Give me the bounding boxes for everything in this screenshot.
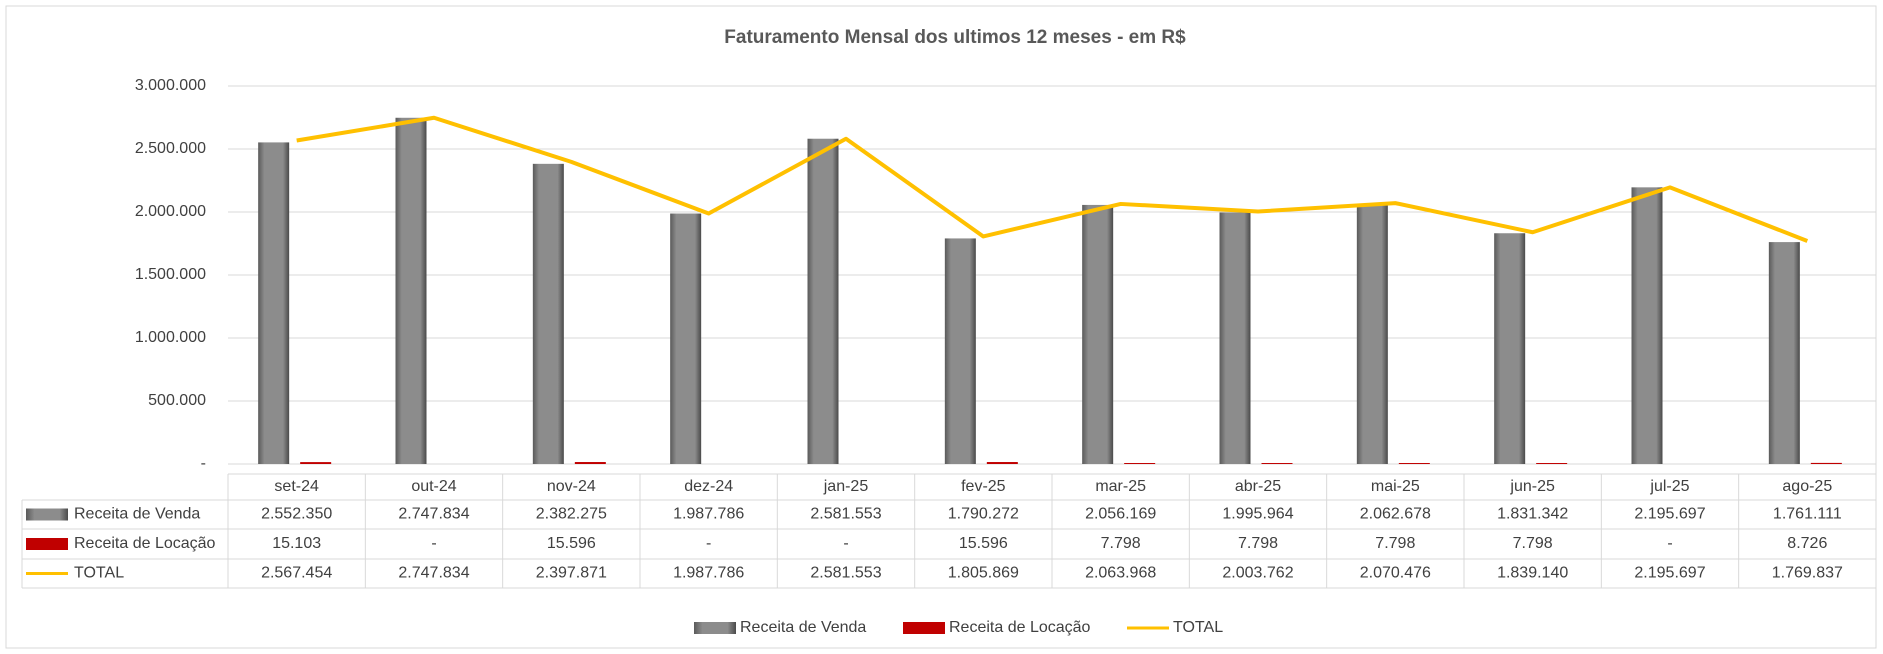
line bbox=[296, 115, 1809, 243]
table-cell: 2.062.678 bbox=[1360, 506, 1431, 523]
x-tick-label: jul-25 bbox=[1649, 478, 1689, 495]
legend-key bbox=[903, 622, 945, 634]
table-cell: 7.798 bbox=[1513, 535, 1553, 552]
legend-label: Receita de Locação bbox=[949, 619, 1091, 636]
bar bbox=[258, 142, 290, 464]
bar bbox=[670, 213, 702, 464]
table-legend-key bbox=[26, 538, 68, 550]
bar bbox=[1356, 204, 1388, 464]
y-tick-label: 2.000.000 bbox=[135, 203, 206, 220]
bar bbox=[532, 163, 564, 464]
table-cell: 1.839.140 bbox=[1497, 565, 1568, 582]
table-cell: 7.798 bbox=[1238, 535, 1278, 552]
table-cell: 1.987.786 bbox=[673, 506, 744, 523]
x-tick-label: mai-25 bbox=[1371, 478, 1420, 495]
bar bbox=[1810, 462, 1842, 464]
y-tick-label: 1.000.000 bbox=[135, 329, 206, 346]
table-cell: 2.003.762 bbox=[1222, 565, 1293, 582]
table-cell: 1.790.272 bbox=[948, 506, 1019, 523]
table-cell: 1.995.964 bbox=[1222, 506, 1293, 523]
bar bbox=[944, 238, 976, 464]
y-tick-label: 3.000.000 bbox=[135, 77, 206, 94]
y-tick-label: 2.500.000 bbox=[135, 140, 206, 157]
bar bbox=[1261, 463, 1293, 464]
table-cell: 1.761.111 bbox=[1773, 506, 1842, 523]
table-cell: 2.567.454 bbox=[261, 565, 332, 582]
table-cell: 1.805.869 bbox=[948, 565, 1019, 582]
table-cell: 2.056.169 bbox=[1085, 506, 1156, 523]
table-cell: 15.103 bbox=[272, 535, 321, 552]
table-cell: 2.747.834 bbox=[398, 506, 469, 523]
table-row-label: Receita de Locação bbox=[74, 535, 216, 552]
table-cell: - bbox=[1667, 535, 1672, 552]
bar bbox=[1494, 233, 1526, 464]
bar bbox=[1219, 212, 1251, 464]
bar bbox=[1768, 242, 1800, 464]
x-tick-label: ago-25 bbox=[1782, 478, 1832, 495]
table-row-label: Receita de Venda bbox=[74, 506, 200, 523]
bar bbox=[807, 138, 839, 465]
x-tick-label: set-24 bbox=[274, 478, 319, 495]
table-cell: 1.769.837 bbox=[1772, 565, 1843, 582]
bar bbox=[574, 462, 606, 464]
table-row-label: TOTAL bbox=[74, 565, 124, 582]
table-cell: 2.382.275 bbox=[536, 506, 607, 523]
table-cell: 2.552.350 bbox=[261, 506, 332, 523]
table-cell: 2.063.968 bbox=[1085, 565, 1156, 582]
table-cell: 2.747.834 bbox=[398, 565, 469, 582]
bar bbox=[986, 462, 1018, 464]
x-tick-label: abr-25 bbox=[1235, 478, 1281, 495]
x-tick-label: jun-25 bbox=[1509, 478, 1555, 495]
bar bbox=[300, 462, 332, 464]
table-cell: 2.195.697 bbox=[1634, 506, 1705, 523]
table-cell: - bbox=[843, 535, 848, 552]
table-cell: 1.831.342 bbox=[1497, 506, 1568, 523]
legend-label: TOTAL bbox=[1173, 619, 1223, 636]
table-cell: - bbox=[706, 535, 711, 552]
bar bbox=[1398, 463, 1430, 464]
table-cell: 15.596 bbox=[959, 535, 1008, 552]
y-tick-label: 500.000 bbox=[148, 392, 206, 409]
x-tick-label: nov-24 bbox=[547, 478, 596, 495]
bar bbox=[395, 117, 427, 464]
x-tick-label: dez-24 bbox=[684, 478, 733, 495]
table-cell: 7.798 bbox=[1375, 535, 1415, 552]
table-cell: 8.726 bbox=[1787, 535, 1827, 552]
table-cell: 7.798 bbox=[1101, 535, 1141, 552]
bar bbox=[1124, 463, 1156, 464]
legend-key bbox=[694, 622, 736, 634]
bar bbox=[1536, 463, 1568, 464]
table-cell: - bbox=[431, 535, 436, 552]
chart-title: Faturamento Mensal dos ultimos 12 meses … bbox=[724, 27, 1186, 48]
table-cell: 2.581.553 bbox=[810, 506, 881, 523]
table-cell: 2.195.697 bbox=[1634, 565, 1705, 582]
table-cell: 2.070.476 bbox=[1360, 565, 1431, 582]
table-cell: 15.596 bbox=[547, 535, 596, 552]
table-legend-key bbox=[26, 508, 68, 521]
legend-label: Receita de Venda bbox=[740, 619, 866, 636]
x-tick-label: fev-25 bbox=[961, 478, 1006, 495]
x-tick-label: jan-25 bbox=[823, 478, 869, 495]
chart-border bbox=[5, 5, 1877, 649]
table-cell: 2.397.871 bbox=[536, 565, 607, 582]
y-tick-label: - bbox=[201, 455, 206, 472]
bar bbox=[1631, 187, 1663, 465]
x-tick-label: out-24 bbox=[411, 478, 456, 495]
table-cell: 1.987.786 bbox=[673, 565, 744, 582]
bar bbox=[1082, 204, 1114, 464]
y-tick-label: 1.500.000 bbox=[135, 266, 206, 283]
x-tick-label: mar-25 bbox=[1095, 478, 1146, 495]
table-cell: 2.581.553 bbox=[810, 565, 881, 582]
